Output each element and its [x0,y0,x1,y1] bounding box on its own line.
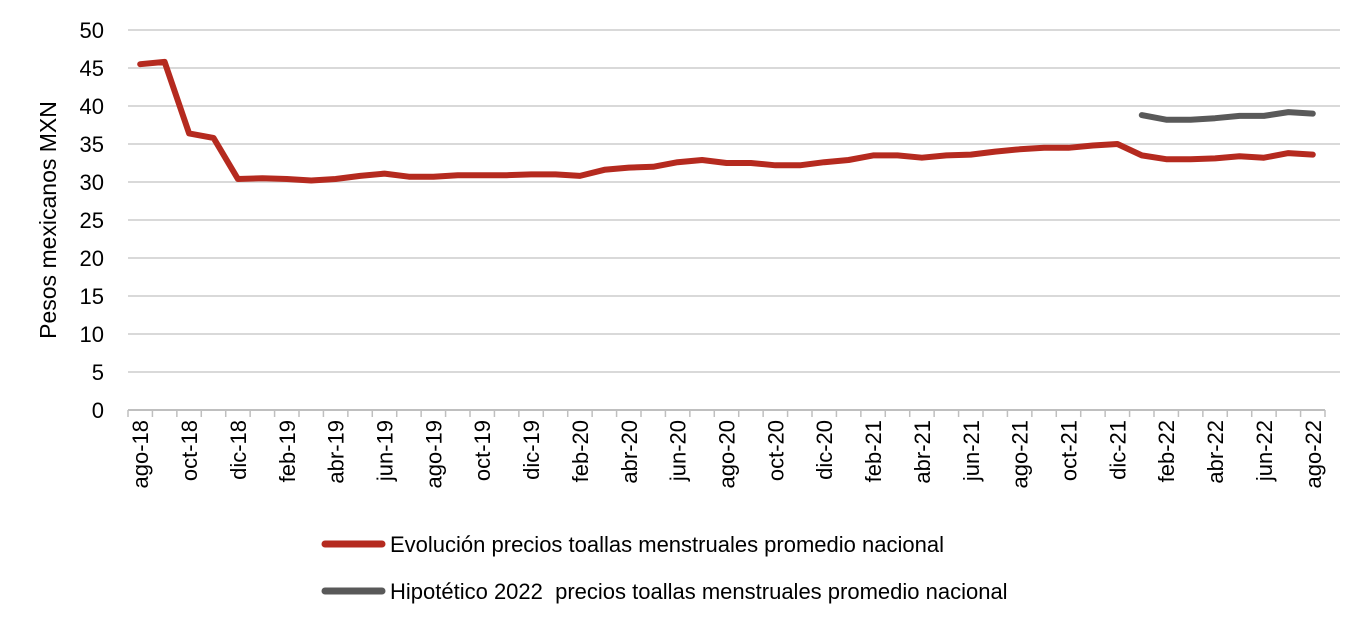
x-tick-label: feb-20 [568,420,593,482]
x-tick-label: oct-21 [1057,420,1082,481]
x-tick-label: ago-22 [1301,420,1326,489]
x-tick-label: ago-19 [421,420,446,489]
series-line-0 [137,58,1316,184]
x-tick-label: dic-20 [812,420,837,480]
y-tick-label: 40 [80,94,104,119]
x-tick-label: dic-21 [1105,420,1130,480]
x-tick-label: ago-21 [1008,420,1033,489]
x-tick-label: feb-19 [275,420,300,482]
legend-label-evolucion: Evolución precios toallas menstruales pr… [390,532,944,557]
y-tick-label: 20 [80,246,104,271]
x-tick-label: feb-21 [861,420,886,482]
x-tick-label: dic-18 [226,420,251,480]
y-tick-label: 45 [80,56,104,81]
x-tick-label: oct-18 [177,420,202,481]
x-tick-label: ago-18 [128,420,153,489]
y-tick-label: 35 [80,132,104,157]
x-tick-label: oct-19 [470,420,495,481]
y-tick-label: 5 [92,360,104,385]
y-tick-label: 50 [80,18,104,43]
x-tick-label: feb-22 [1154,420,1179,482]
x-tick-label: jun-22 [1252,420,1277,482]
x-tick-label: abr-21 [910,420,935,484]
series-line-1 [1138,109,1316,123]
y-axis-label: Pesos mexicanos MXN [35,101,61,339]
y-tick-label: 30 [80,170,104,195]
x-tick-label: ago-20 [715,420,740,489]
y-tick-label: 10 [80,322,104,347]
x-tick-label: jun-21 [959,420,984,482]
y-tick-label: 15 [80,284,104,309]
legend-label-hipotetico: Hipotético 2022 precios toallas menstrua… [390,579,1008,604]
x-tick-label: oct-20 [763,420,788,481]
x-tick-label: dic-19 [519,420,544,480]
x-tick-label: abr-22 [1203,420,1228,484]
y-tick-label: 25 [80,208,104,233]
x-tick-label: jun-19 [373,420,398,482]
y-tick-label: 0 [92,398,104,423]
x-tick-label: jun-20 [666,420,691,482]
x-tick-label: abr-20 [617,420,642,484]
legend: Evolución precios toallas menstruales pr… [321,532,1008,604]
x-tick-label: abr-19 [324,420,349,484]
